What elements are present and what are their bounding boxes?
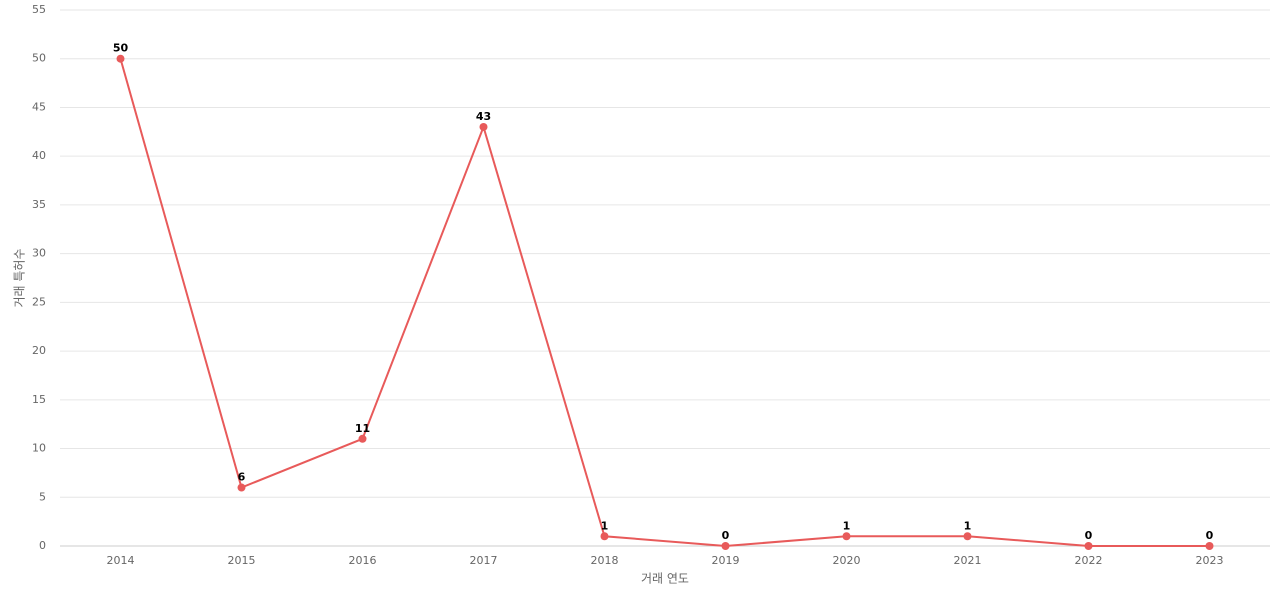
y-tick-label: 15 — [32, 393, 46, 406]
y-tick-label: 5 — [39, 490, 46, 503]
x-tick-label: 2018 — [591, 554, 619, 567]
data-label: 0 — [1206, 529, 1214, 542]
point — [479, 122, 488, 131]
data-label: 6 — [238, 471, 246, 484]
x-tick-label: 2014 — [107, 554, 135, 567]
point — [600, 532, 609, 541]
data-label: 0 — [722, 529, 730, 542]
data-label: 1 — [964, 519, 972, 532]
point — [842, 532, 851, 541]
data-label: 43 — [476, 110, 491, 123]
x-tick-label: 2019 — [712, 554, 740, 567]
y-tick-label: 20 — [32, 344, 46, 357]
y-tick-label: 35 — [32, 198, 46, 211]
data-label: 1 — [601, 519, 609, 532]
data-label: 1 — [843, 519, 851, 532]
point — [237, 483, 246, 492]
y-tick-label: 40 — [32, 149, 46, 162]
x-tick-label: 2023 — [1196, 554, 1224, 567]
y-tick-label: 50 — [32, 52, 46, 65]
point — [721, 542, 730, 550]
y-tick-label: 10 — [32, 442, 46, 455]
y-tick-label: 30 — [32, 247, 46, 260]
point — [1084, 542, 1093, 550]
data-label: 50 — [113, 42, 129, 55]
point — [1205, 542, 1214, 550]
data-label: 0 — [1085, 529, 1093, 542]
point — [116, 54, 125, 63]
y-tick-label: 0 — [39, 539, 46, 552]
x-axis-title: 거래 연도 — [641, 572, 689, 586]
line — [119, 58, 1210, 548]
y-tick-label: 55 — [32, 3, 46, 16]
x-tick-label: 2015 — [228, 554, 256, 567]
x-tick-label: 2022 — [1075, 554, 1103, 567]
data-label: 11 — [355, 422, 370, 435]
point — [358, 434, 367, 443]
x-tick-label: 2017 — [470, 554, 498, 567]
x-tick-label: 2016 — [349, 554, 377, 567]
point — [963, 532, 972, 541]
x-tick-label: 2020 — [833, 554, 861, 567]
y-axis-title: 거래 특허수 — [13, 248, 27, 307]
y-tick-label: 45 — [32, 100, 46, 113]
x-tick-label: 2021 — [954, 554, 982, 567]
y-tick-label: 25 — [32, 295, 46, 308]
